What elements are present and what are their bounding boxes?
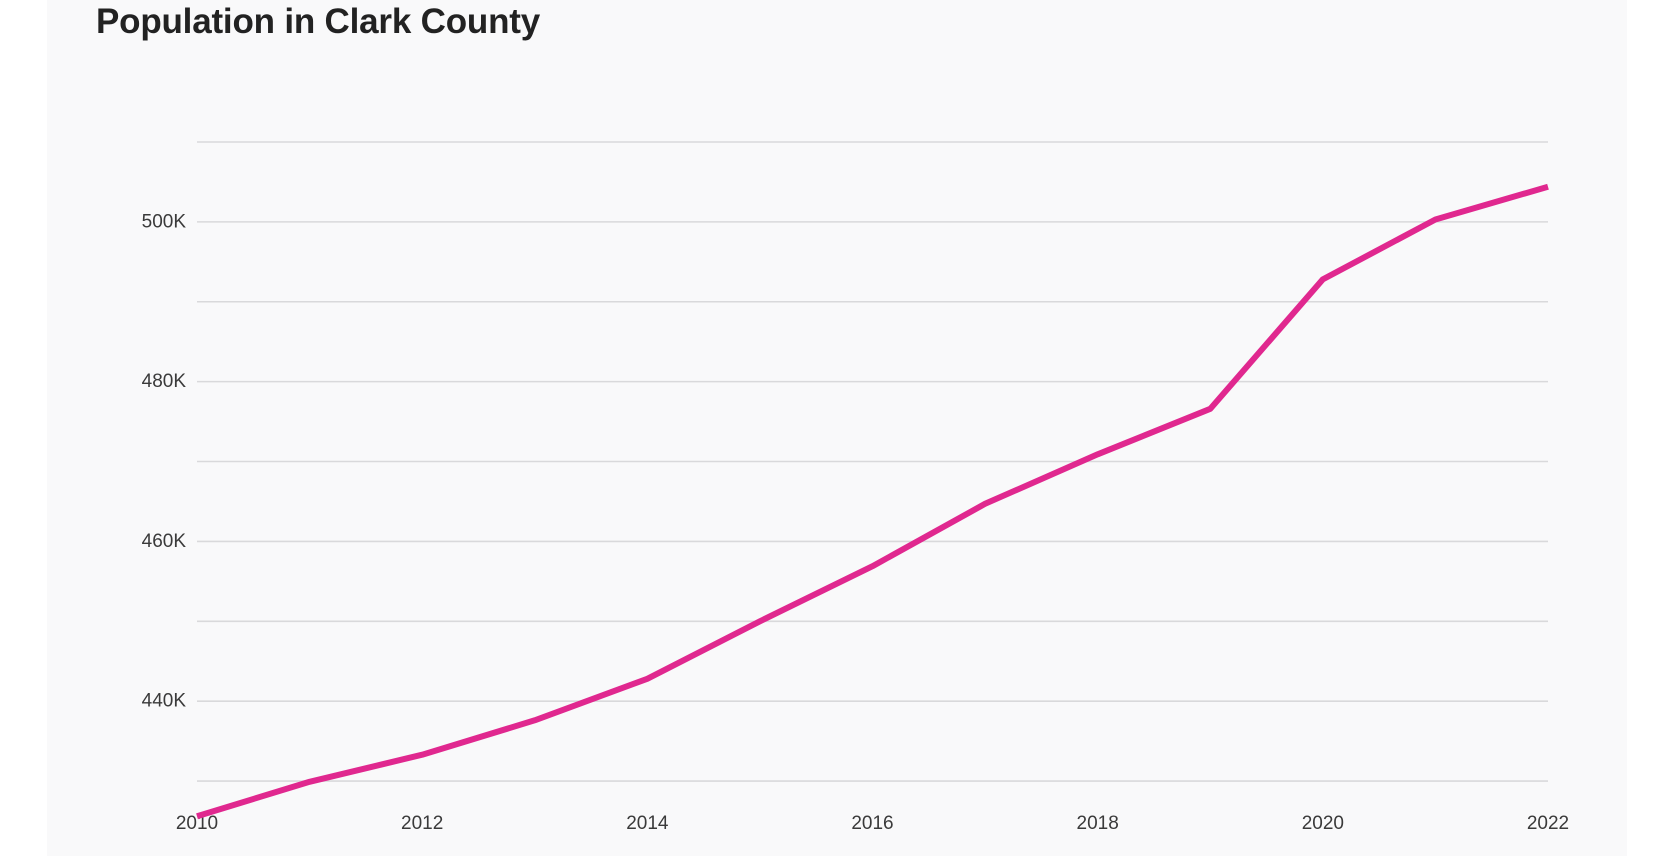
y-tick-label: 440K	[142, 691, 187, 712]
x-axis-tick-labels: 2010 2012 2014 2016 2018 2020 2022	[176, 813, 1569, 834]
series-line-1	[196, 183, 1549, 820]
x-tick-label: 2014	[626, 813, 669, 834]
series-layer	[196, 183, 1549, 820]
gridlines	[197, 141, 1548, 782]
x-tick-label: 2010	[176, 813, 218, 834]
x-tick-label: 2012	[401, 813, 443, 834]
x-tick-label: 2016	[851, 813, 893, 834]
x-tick-label: 2018	[1077, 813, 1119, 834]
chart-title: Population in Clark County	[96, 2, 540, 41]
y-tick-label: 460K	[142, 531, 187, 552]
x-tick-label: 2022	[1527, 813, 1569, 834]
y-tick-label: 500K	[142, 211, 187, 232]
y-axis-tick-labels: 440K 460K 480K 500K	[142, 211, 187, 711]
y-tick-label: 480K	[142, 371, 187, 392]
x-tick-label: 2020	[1302, 813, 1344, 834]
